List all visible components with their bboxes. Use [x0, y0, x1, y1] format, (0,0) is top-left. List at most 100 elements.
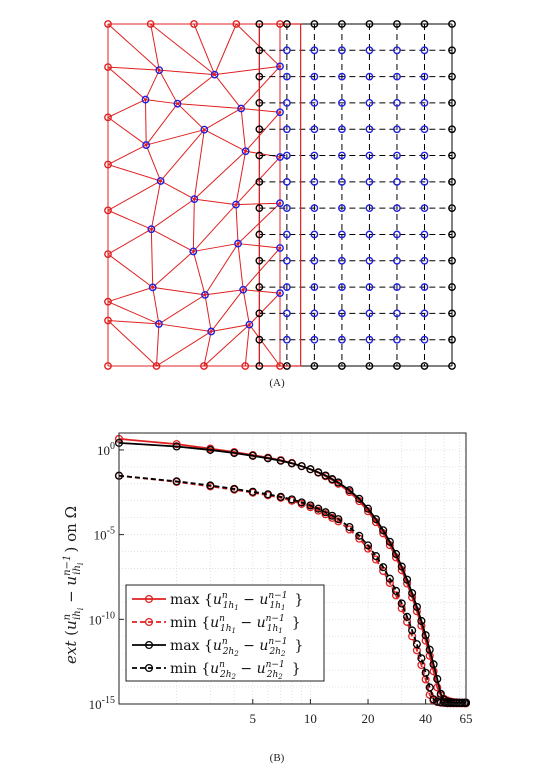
triangle-edge	[107, 320, 157, 367]
triangle-node-center	[278, 201, 282, 205]
grid-node	[365, 99, 374, 107]
triangle-edge	[242, 247, 281, 291]
grid-node	[420, 335, 429, 344]
triangle-node-center	[150, 227, 153, 231]
grid-node	[420, 283, 429, 291]
triangle-edge	[107, 320, 159, 325]
triangle-node	[276, 62, 284, 71]
triangle-edge	[158, 69, 178, 104]
triangle-edge	[151, 228, 194, 252]
data-point	[436, 689, 445, 698]
grid-node	[448, 125, 456, 134]
grid-node	[310, 125, 319, 134]
grid-node	[393, 72, 401, 81]
grid-node	[338, 204, 346, 213]
triangle-node-center	[151, 286, 155, 289]
grid-node	[310, 283, 319, 291]
grid-node	[255, 72, 264, 81]
legend-entry-1: max {un 1h1 − un−1 1h1}	[132, 591, 303, 612]
triangle-edge	[152, 251, 194, 288]
data-point	[379, 563, 388, 572]
triangle-edge	[150, 180, 162, 230]
grid-node	[282, 151, 291, 160]
triangle-edge	[237, 243, 244, 290]
triangle-node	[241, 362, 250, 370]
grid-node	[282, 230, 291, 239]
grid-node	[282, 99, 291, 107]
triangle-edge	[214, 65, 281, 76]
grid-node	[365, 283, 374, 291]
grid-node	[282, 72, 291, 81]
grid-node	[448, 230, 456, 239]
data-point	[371, 555, 380, 564]
triangle-edge	[245, 111, 281, 152]
data-point	[385, 537, 394, 546]
triangle-node-center	[159, 179, 162, 183]
caption-a: (A)	[269, 377, 285, 389]
grid-node	[393, 204, 401, 213]
data-point	[355, 494, 364, 503]
triangle-node-center	[278, 155, 282, 159]
grid-node	[448, 177, 456, 186]
data-point	[425, 645, 434, 654]
legend-box	[125, 584, 325, 682]
triangle-edge	[160, 180, 195, 200]
grid-node	[310, 256, 319, 265]
triangle-node-center	[239, 107, 243, 110]
triangle-node	[104, 206, 112, 215]
triangle-edge	[107, 144, 147, 166]
triangle-edge	[146, 129, 205, 146]
data-point	[391, 586, 401, 595]
legend-swatch-marker	[144, 617, 154, 627]
triangle-node-center	[278, 110, 282, 114]
data-point	[206, 445, 215, 454]
triangle-node	[104, 63, 112, 71]
grid-node	[338, 256, 346, 265]
triangle-edge	[203, 324, 250, 367]
grid-node	[393, 335, 401, 344]
triangle-edge	[145, 144, 162, 182]
data-point	[397, 562, 406, 571]
axes-frame	[118, 432, 467, 705]
data-point	[314, 504, 323, 513]
triangle-edge	[193, 243, 239, 252]
grid-node	[255, 99, 264, 107]
triangle-node	[241, 147, 250, 156]
triangle-edge	[177, 74, 215, 105]
data-point	[397, 599, 406, 608]
grid-node	[448, 283, 456, 291]
grid-node	[365, 125, 374, 134]
grid-node	[448, 151, 456, 160]
grid-node	[420, 20, 429, 28]
triangle-node-center	[193, 197, 196, 201]
triangle-node-center	[144, 143, 148, 147]
overlap-region-outline	[258, 23, 302, 367]
triangle-edge	[204, 243, 239, 296]
grid-node	[393, 283, 401, 291]
triangle-edge	[145, 99, 178, 105]
grid-node	[255, 309, 264, 318]
grid-node	[365, 204, 374, 213]
triangle-edge	[204, 289, 244, 296]
triangle-edge	[192, 199, 195, 252]
x-tick-label: 5	[250, 711, 257, 726]
triangle-node	[146, 20, 155, 28]
triangle-edge	[158, 323, 212, 332]
grid-node	[310, 46, 319, 55]
triangle-node	[276, 108, 284, 117]
grid-node	[310, 362, 319, 370]
triangle-node-center	[248, 323, 251, 326]
data-point	[403, 612, 412, 621]
triangle-edge	[159, 69, 215, 76]
grid-node	[420, 204, 429, 213]
legend-swatch-marker	[144, 663, 154, 673]
triangle-node	[232, 20, 241, 28]
triangle-node	[276, 244, 284, 252]
grid-node	[365, 335, 374, 344]
grid-node	[365, 309, 374, 318]
triangle-edge	[150, 23, 160, 71]
grid-node	[420, 151, 429, 160]
triangle-node	[232, 200, 240, 209]
data-point	[397, 604, 406, 613]
